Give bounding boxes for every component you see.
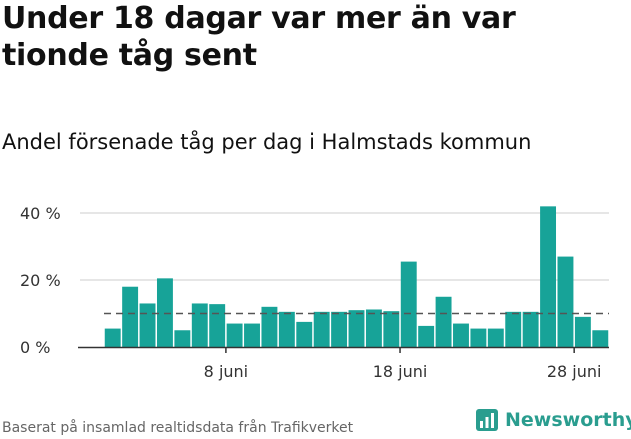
grid-lines	[80, 212, 609, 281]
x-tick-label: 8 juni	[204, 362, 248, 381]
bar	[365, 309, 382, 347]
bar	[156, 278, 173, 347]
bar	[557, 256, 574, 347]
bar	[191, 303, 208, 347]
x-tick-label: 18 juni	[373, 362, 428, 381]
bar	[418, 325, 435, 347]
bar	[522, 311, 539, 347]
bar-series	[104, 206, 609, 347]
bar	[209, 304, 226, 347]
y-tick-label: 20 %	[20, 271, 61, 290]
chart-title: Under 18 dagar var mer än var tionde tåg…	[2, 1, 516, 73]
y-tick-label: 40 %	[20, 204, 61, 223]
y-tick-label: 0 %	[20, 338, 50, 357]
brand-name: Newsworthy	[505, 409, 631, 431]
x-tick-label: 28 juni	[547, 362, 602, 381]
bar	[470, 328, 487, 347]
bar	[313, 311, 330, 347]
bar	[400, 261, 417, 347]
bar	[261, 306, 278, 347]
bar	[104, 328, 121, 347]
bar	[139, 303, 156, 347]
bar	[383, 311, 400, 347]
brand-logo: Newsworthy	[475, 408, 631, 432]
bar-chart: 0 % 20 % 40 % 8 juni 18 juni 28 juni	[20, 204, 609, 381]
bar	[122, 286, 139, 347]
bar	[226, 323, 243, 347]
source-note: Baserat på insamlad realtidsdata från Tr…	[2, 420, 354, 436]
bar	[505, 311, 522, 347]
bar	[278, 311, 295, 347]
bar	[592, 330, 609, 347]
bar-chart-logo-icon	[476, 409, 498, 431]
bar	[331, 311, 348, 347]
bar	[435, 296, 452, 347]
bar	[453, 323, 469, 347]
bar	[296, 321, 313, 347]
axes: 0 % 20 % 40 % 8 juni 18 juni 28 juni	[20, 204, 609, 381]
bar	[540, 206, 557, 347]
bar	[244, 323, 260, 347]
chart-subtitle: Andel försenade tåg per dag i Halmstads …	[2, 130, 532, 154]
bar	[574, 316, 591, 347]
bar	[348, 310, 365, 347]
bar	[487, 328, 504, 347]
bar	[174, 330, 191, 347]
